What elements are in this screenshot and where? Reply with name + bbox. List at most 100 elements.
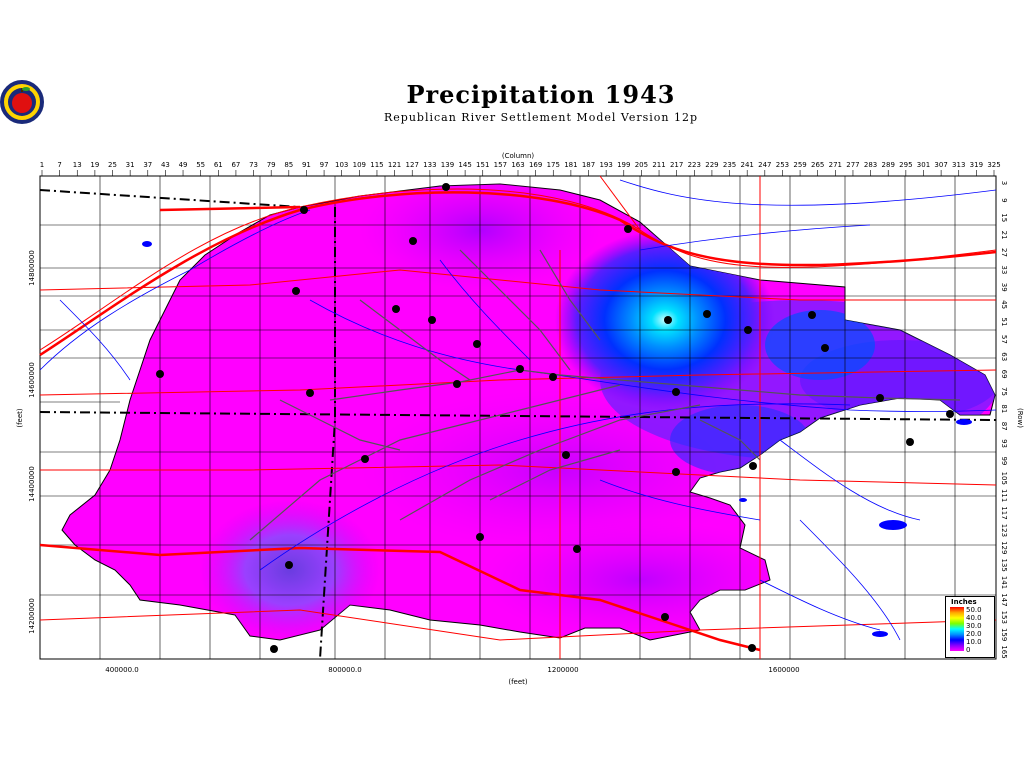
- y-tick-label: 14200000: [28, 598, 36, 634]
- column-tick-label: 211: [652, 161, 665, 169]
- y-tick-label: 14800000: [28, 250, 36, 286]
- column-tick-label: 307: [934, 161, 947, 169]
- column-tick-labels: 1 7 13 19 25 31 37 43 49 55 61 67 73 79 85 91 97 103 109 11…: [40, 161, 1001, 176]
- column-tick-label: 193: [599, 161, 612, 169]
- page-title: Precipitation 1943: [406, 80, 676, 109]
- row-tick-label: 123: [1000, 524, 1008, 537]
- column-tick-label: 235: [723, 161, 736, 169]
- legend-entry: 0: [966, 646, 971, 654]
- column-tick-label: 169: [529, 161, 542, 169]
- row-tick-label: 15: [1000, 213, 1008, 222]
- column-tick-label: 1: [40, 161, 44, 169]
- column-tick-label: 127: [406, 161, 419, 169]
- column-tick-label: 91: [302, 161, 311, 169]
- column-tick-label: 181: [564, 161, 577, 169]
- column-tick-label: 223: [688, 161, 701, 169]
- county-boundaries: [40, 176, 996, 659]
- column-tick-label: 175: [547, 161, 560, 169]
- x-tick-label: 800000.0: [328, 666, 361, 674]
- column-tick-label: 325: [987, 161, 1000, 169]
- column-tick-label: 217: [670, 161, 683, 169]
- y-axis-label: (feet): [16, 408, 24, 428]
- row-tick-label: 39: [1000, 283, 1008, 292]
- x-axis-label: (feet): [508, 678, 528, 686]
- row-tick-label: 147: [1000, 593, 1008, 606]
- column-tick-label: 271: [829, 161, 842, 169]
- column-tick-label: 37: [143, 161, 152, 169]
- row-tick-label: 165: [1000, 645, 1008, 658]
- row-tick-label: 93: [1000, 439, 1008, 448]
- row-tick-label: 63: [1000, 352, 1008, 361]
- row-tick-label: 9: [1000, 198, 1008, 202]
- column-axis-label: (Column): [502, 152, 535, 160]
- row-tick-label: 111: [1000, 489, 1008, 502]
- column-tick-label: 73: [249, 161, 258, 169]
- row-tick-label: 45: [1000, 300, 1008, 309]
- legend-entry: 30.0: [966, 622, 982, 630]
- row-tick-label: 87: [1000, 422, 1008, 431]
- column-tick-label: 157: [494, 161, 507, 169]
- x-tick-label: 1200000: [547, 666, 578, 674]
- row-tick-label: 81: [1000, 404, 1008, 413]
- row-tick-label: 141: [1000, 576, 1008, 589]
- column-tick-label: 163: [511, 161, 524, 169]
- row-tick-label: 57: [1000, 335, 1008, 344]
- column-tick-label: 295: [899, 161, 912, 169]
- column-tick-label: 145: [458, 161, 471, 169]
- column-tick-label: 253: [776, 161, 789, 169]
- legend-entry: 10.0: [966, 638, 982, 646]
- column-tick-label: 283: [864, 161, 877, 169]
- column-tick-label: 229: [705, 161, 718, 169]
- column-tick-label: 115: [370, 161, 383, 169]
- column-tick-label: 121: [388, 161, 401, 169]
- column-tick-label: 31: [126, 161, 135, 169]
- row-tick-label: 27: [1000, 248, 1008, 257]
- column-tick-label: 103: [335, 161, 348, 169]
- column-tick-label: 259: [793, 161, 806, 169]
- stream-cells: [249, 249, 961, 541]
- y-coordinate-ticks: 14800000 14600000 14400000 14200000 (fee…: [16, 250, 36, 634]
- row-tick-label: 21: [1000, 231, 1008, 240]
- column-tick-label: 313: [952, 161, 965, 169]
- legend-title: Inches: [951, 598, 977, 606]
- row-tick-label: 3: [1000, 181, 1008, 185]
- column-tick-label: 19: [90, 161, 99, 169]
- column-tick-label: 289: [882, 161, 895, 169]
- row-axis-label: (Row): [1016, 408, 1024, 428]
- row-tick-labels: 3915212733394551576369758187939910511111…: [1000, 181, 1008, 659]
- column-tick-label: 85: [284, 161, 293, 169]
- column-tick-label: 319: [970, 161, 983, 169]
- row-tick-label: 99: [1000, 456, 1008, 465]
- column-tick-label: 25: [108, 161, 117, 169]
- lakes: [142, 241, 972, 637]
- x-tick-label: 1600000: [768, 666, 799, 674]
- column-tick-label: 187: [582, 161, 595, 169]
- column-tick-label: 79: [267, 161, 276, 169]
- row-tick-label: 105: [1000, 472, 1008, 485]
- column-tick-label: 55: [196, 161, 205, 169]
- column-tick-label: 7: [57, 161, 61, 169]
- column-tick-label: 13: [73, 161, 82, 169]
- column-tick-label: 301: [917, 161, 930, 169]
- row-tick-label: 129: [1000, 541, 1008, 554]
- column-tick-label: 151: [476, 161, 489, 169]
- column-tick-label: 67: [231, 161, 240, 169]
- row-tick-label: 135: [1000, 558, 1008, 571]
- row-tick-label: 75: [1000, 387, 1008, 396]
- column-tick-label: 109: [353, 161, 366, 169]
- row-tick-label: 51: [1000, 318, 1008, 327]
- y-tick-label: 14400000: [28, 466, 36, 502]
- column-tick-label: 43: [161, 161, 170, 169]
- roads: [39, 175, 997, 659]
- legend-entry: 50.0: [966, 606, 982, 614]
- column-tick-label: 49: [179, 161, 188, 169]
- column-tick-label: 199: [617, 161, 630, 169]
- x-tick-label: 400000.0: [105, 666, 138, 674]
- column-tick-label: 241: [740, 161, 753, 169]
- row-tick-label: 117: [1000, 506, 1008, 519]
- column-tick-label: 61: [214, 161, 223, 169]
- column-tick-label: 205: [635, 161, 648, 169]
- column-tick-label: 97: [320, 161, 329, 169]
- precipitation-surface: [61, 183, 996, 641]
